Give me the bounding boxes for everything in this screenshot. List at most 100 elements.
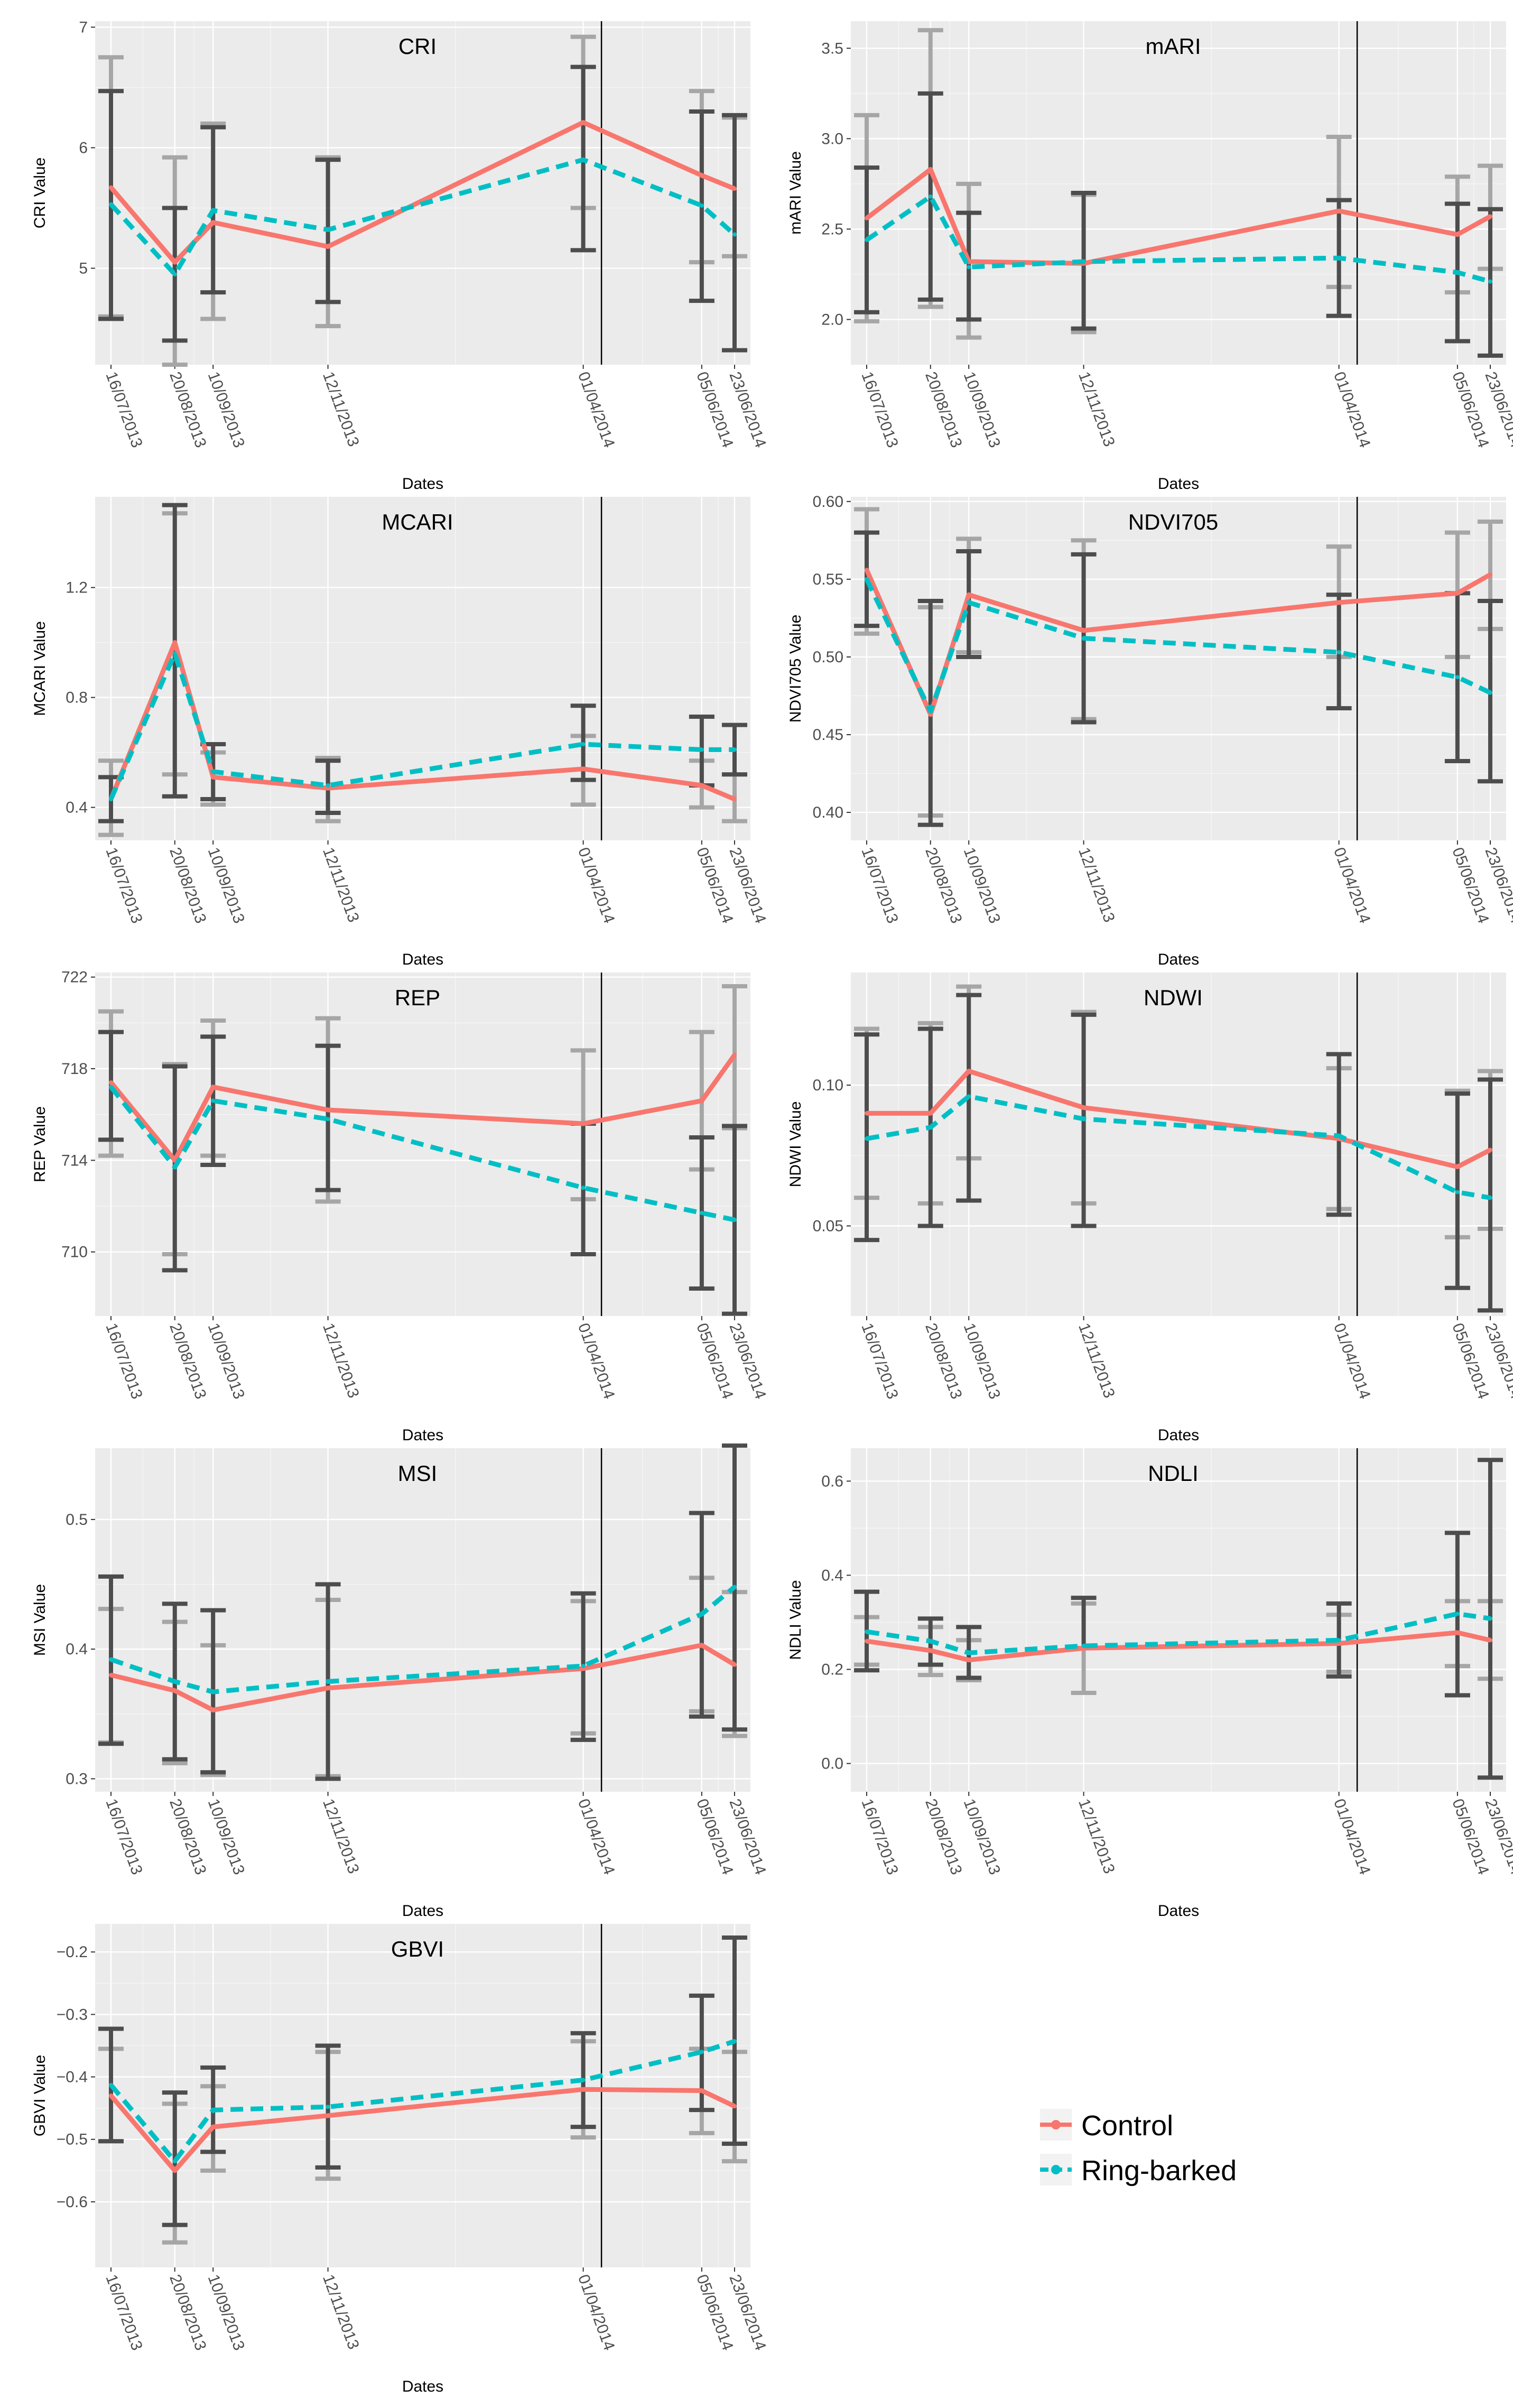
- data-point-ringbarked: [326, 2105, 330, 2109]
- data-point-control: [211, 2125, 216, 2129]
- x-tick-label: 10/09/2013: [205, 369, 248, 450]
- y-tick-label: 0.5: [66, 1511, 88, 1529]
- data-point-ringbarked: [326, 783, 330, 788]
- data-point-ringbarked: [211, 208, 216, 213]
- y-tick-label: 5: [79, 260, 88, 277]
- y-axis-label: REP Value: [31, 1106, 49, 1182]
- y-tick-label: 7: [79, 18, 88, 36]
- x-tick-label: 12/11/2013: [319, 1321, 363, 1400]
- data-point-control: [326, 1108, 330, 1112]
- panel-title: NDVI705: [1128, 510, 1218, 534]
- data-point-control: [1081, 628, 1086, 633]
- panel-title: NDWI: [1144, 985, 1203, 1010]
- x-tick-label: 12/11/2013: [1075, 845, 1118, 924]
- data-point-ringbarked: [699, 747, 704, 752]
- y-tick-label: −0.3: [57, 2006, 88, 2023]
- data-point-control: [865, 216, 869, 220]
- y-tick-label: 0.60: [813, 493, 843, 511]
- data-point-ringbarked: [732, 747, 737, 752]
- y-tick-label: 3.0: [821, 130, 843, 147]
- x-tick-label: 01/04/2014: [1330, 369, 1373, 450]
- data-point-control: [109, 1080, 113, 1085]
- y-tick-label: 0.3: [66, 1770, 88, 1788]
- x-axis-label: Dates: [402, 951, 443, 968]
- y-tick-label: −0.2: [57, 1943, 88, 1961]
- y-tick-label: 0.10: [813, 1077, 843, 1094]
- panel-gbvi: −0.6 −0.5 −0.4 −0.3 −0.2 16/07/2013 20/08/2013…: [31, 1924, 769, 2395]
- data-point-control: [211, 775, 216, 780]
- data-point-control: [211, 220, 216, 225]
- y-tick-label: 0.4: [66, 799, 88, 817]
- data-point-ringbarked: [865, 1136, 869, 1141]
- y-tick-label: −0.6: [57, 2193, 88, 2211]
- y-axis-label: NDLI Value: [787, 1580, 804, 1660]
- x-tick-label: 16/07/2013: [102, 1321, 145, 1401]
- data-point-ringbarked: [1081, 636, 1086, 641]
- y-tick-label: 2.5: [821, 220, 843, 238]
- data-point-control: [1455, 232, 1460, 237]
- y-tick-label: 0.05: [813, 1218, 843, 1235]
- data-point-ringbarked: [1081, 260, 1086, 264]
- y-tick-label: 2.0: [821, 311, 843, 328]
- panel-title: NDLI: [1148, 1461, 1199, 1486]
- data-point-control: [581, 120, 586, 125]
- y-axis-label: MSI Value: [31, 1584, 49, 1656]
- data-point-ringbarked: [967, 1094, 971, 1099]
- panel-background: [95, 21, 750, 365]
- data-point-ringbarked: [1081, 1117, 1086, 1122]
- data-point-control: [865, 568, 869, 572]
- data-point-ringbarked: [967, 265, 971, 270]
- data-point-control: [1488, 1147, 1492, 1152]
- data-point-control: [326, 1685, 330, 1690]
- x-tick-label: 20/08/2013: [166, 369, 209, 450]
- legend-key-ringbarked-dot: [1051, 2165, 1061, 2174]
- y-tick-label: 0.8: [66, 689, 88, 707]
- data-point-ringbarked: [1455, 675, 1460, 680]
- panel-rep: 710 714 718 722 16/07/2013 20/08/201310/09/20…: [31, 969, 769, 1444]
- x-tick-label: 10/09/2013: [205, 1321, 248, 1401]
- data-point-ringbarked: [928, 1125, 933, 1130]
- panel-title: GBVI: [391, 1937, 444, 1961]
- x-tick-label: 16/07/2013: [858, 369, 901, 450]
- y-tick-label: 718: [61, 1060, 88, 1078]
- data-point-control: [928, 1648, 933, 1653]
- data-point-ringbarked: [581, 158, 586, 162]
- data-point-ringbarked: [581, 1664, 586, 1669]
- data-point-control: [967, 1069, 971, 1073]
- y-tick-label: 0.55: [813, 571, 843, 588]
- x-tick-label: 20/08/2013: [166, 1321, 209, 1401]
- data-point-control: [581, 766, 586, 771]
- data-point-control: [326, 244, 330, 249]
- data-point-control: [732, 1053, 737, 1057]
- data-point-ringbarked: [928, 194, 933, 199]
- x-tick-label: 10/09/2013: [960, 1321, 1004, 1401]
- y-axis-label: GBVI Value: [31, 2055, 49, 2137]
- data-point-ringbarked: [172, 1165, 177, 1170]
- x-tick-label: 16/07/2013: [858, 845, 901, 925]
- data-point-ringbarked: [732, 232, 737, 237]
- data-point-control: [1488, 572, 1492, 577]
- data-point-ringbarked: [699, 203, 704, 208]
- data-point-control: [732, 187, 737, 191]
- panel-title: MSI: [398, 1461, 438, 1486]
- x-tick-label: 20/08/2013: [166, 845, 209, 925]
- data-point-ringbarked: [1336, 1134, 1341, 1138]
- data-point-ringbarked: [865, 1629, 869, 1634]
- data-point-control: [1336, 209, 1341, 214]
- x-axis-label: Dates: [1158, 951, 1199, 968]
- data-point-ringbarked: [967, 1651, 971, 1655]
- x-tick-label: 12/11/2013: [319, 1796, 363, 1876]
- data-point-control: [699, 1643, 704, 1647]
- panel-title: mARI: [1146, 34, 1201, 59]
- data-point-ringbarked: [1081, 1643, 1086, 1648]
- y-tick-label: 0.40: [813, 804, 843, 821]
- x-tick-label: 12/11/2013: [319, 845, 363, 924]
- x-tick-label: 12/11/2013: [1075, 369, 1118, 449]
- data-point-control: [172, 2168, 177, 2173]
- data-point-ringbarked: [1488, 279, 1492, 284]
